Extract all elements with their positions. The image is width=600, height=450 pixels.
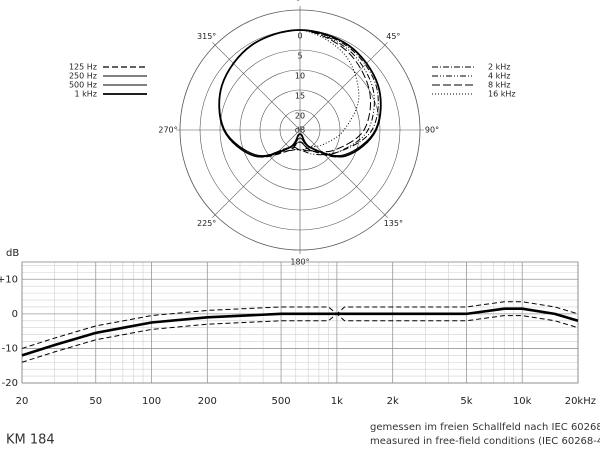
- legend-label: 4 kHz: [488, 72, 510, 81]
- x-tick-label: 20: [16, 396, 29, 407]
- legend-label: 8 kHz: [488, 81, 510, 90]
- angle-label: 315°: [197, 32, 216, 41]
- angle-label: 225°: [197, 219, 216, 228]
- y-tick-label: 0: [12, 309, 18, 320]
- legend-label: 250 Hz: [69, 72, 97, 81]
- caption-de: gemessen im freien Schallfeld nach IEC 6…: [370, 422, 600, 433]
- spoke: [299, 42, 388, 131]
- x-tick-label: 50: [89, 396, 102, 407]
- spoke: [299, 129, 388, 218]
- polar-curve: [218, 29, 360, 157]
- plot-frame: [21, 261, 579, 384]
- x-tick-label: 500: [272, 396, 291, 407]
- legend-label: 500 Hz: [69, 81, 97, 90]
- angle-label: 270°: [158, 126, 177, 135]
- legend-label: 2 kHz: [488, 63, 510, 72]
- x-tick-label: 10k: [513, 396, 532, 407]
- x-tick-label: 2k: [387, 396, 399, 407]
- x-tick-label: 5k: [460, 396, 472, 407]
- y-axis-label: dB: [6, 248, 19, 259]
- x-tick-label: 20kHz: [565, 396, 596, 407]
- angle-label: 90°: [425, 126, 439, 135]
- x-tick-label: 200: [198, 396, 217, 407]
- caption-en: measured in free-field conditions (IEC 6…: [370, 436, 600, 447]
- y-tick-label: -20: [2, 378, 18, 389]
- legend-label: 16 kHz: [488, 90, 516, 99]
- response-line: [21, 313, 579, 363]
- product-name: KM 184: [6, 433, 55, 448]
- spoke: [212, 42, 301, 131]
- y-tick-label: +10: [0, 274, 18, 285]
- legend-label: 125 Hz: [69, 63, 97, 72]
- angle-label: 135°: [384, 219, 403, 228]
- x-tick-label: 1k: [331, 396, 343, 407]
- spoke: [212, 129, 301, 218]
- x-tick-label: 100: [142, 396, 161, 407]
- angle-label: 45°: [386, 32, 400, 41]
- legend-label: 1 kHz: [75, 90, 97, 99]
- angle-label: 0°: [295, 0, 304, 3]
- y-tick-label: -10: [2, 343, 18, 354]
